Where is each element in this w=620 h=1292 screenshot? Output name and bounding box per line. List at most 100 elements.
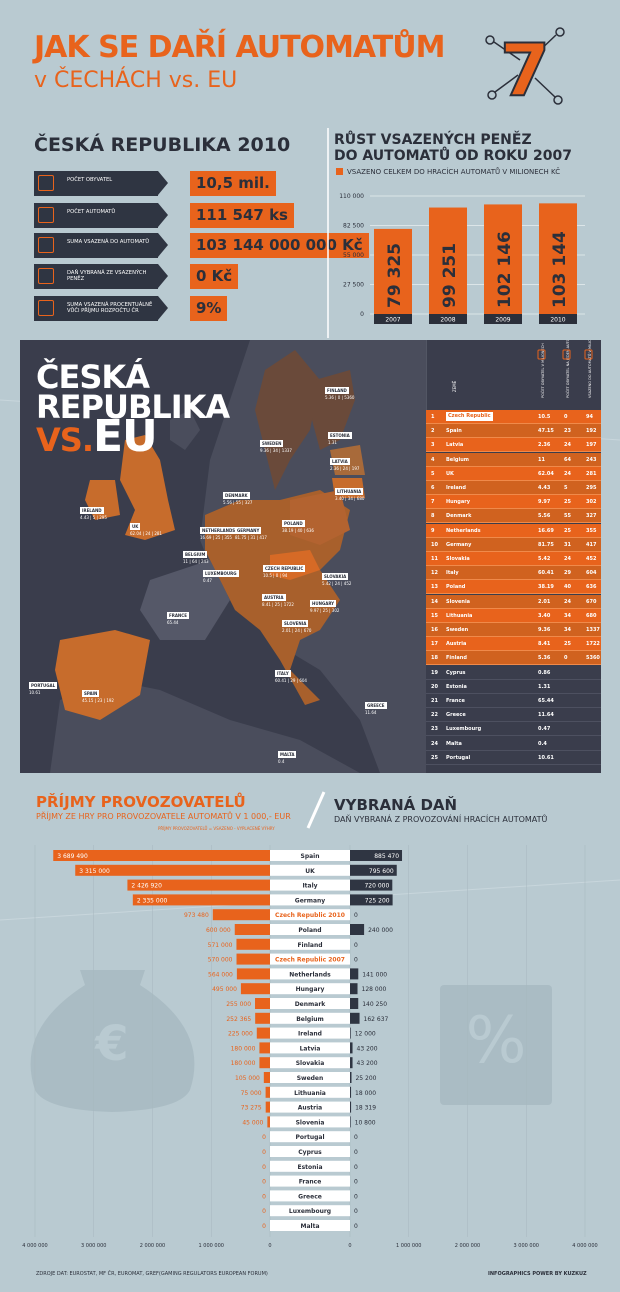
- map-country-label: LITHUANIA: [335, 488, 364, 495]
- map-country-label: HUNGARY: [310, 600, 337, 607]
- tax-value-label: 0: [354, 957, 358, 964]
- slash-divider: [306, 791, 326, 829]
- tax-bar: [350, 998, 359, 1009]
- svg-text:POČET OBYVATEL NA JEDEN AUTOMA: POČET OBYVATEL NA JEDEN AUTOMAT: [565, 340, 570, 398]
- table-header: ZEMĚ POČET OBYVATEL V MILIONECH POČET OB…: [426, 340, 601, 410]
- table-row: 20 Estonia 1.31: [426, 679, 601, 694]
- table-cell-n: 12: [431, 570, 438, 577]
- income-bar: [255, 1012, 270, 1024]
- country-label: Austria: [298, 1105, 322, 1112]
- tax-bar: [350, 864, 397, 876]
- table-cell-eur: 452: [586, 556, 597, 562]
- country-label: Greece: [298, 1193, 322, 1200]
- country-label: Luxembourg: [289, 1208, 331, 1215]
- table-cell-per: 23: [564, 428, 571, 435]
- income-value-label: 0: [262, 1223, 266, 1230]
- growth-title: RŮST VSAZENÝCH PENĚZ DO AUTOMATŮ OD ROKU…: [334, 132, 572, 164]
- table-cell-per: 5: [564, 485, 568, 491]
- table-cell-country: Denmark: [446, 513, 472, 520]
- table-cell-pop: 62.04: [538, 470, 554, 477]
- country-label-bg: [270, 1086, 350, 1098]
- slot-seven-logo: 7: [485, 27, 565, 110]
- table-cell-country: Czech Republic: [446, 412, 493, 421]
- map-country-values: 0.47: [203, 578, 212, 583]
- stat-label: POČET AUTOMATŮ: [34, 203, 158, 228]
- table-cell-pop: 8.41: [538, 641, 551, 648]
- growth-bar: [484, 204, 522, 314]
- map-country-values: 3.40 | 34 | 680: [335, 496, 365, 501]
- table-row: 4 Belgium 11 64 243: [426, 452, 601, 467]
- tax-bar: [350, 1116, 351, 1128]
- main-title: JAK SE DAŘÍ AUTOMATŮM: [34, 30, 445, 65]
- country-label: Czech Republic 2010: [275, 912, 345, 919]
- income-bar: [212, 909, 270, 921]
- table-cell-pop: 5.36: [538, 655, 551, 662]
- stat-arrow: [158, 296, 168, 320]
- country-label: Finland: [297, 942, 322, 949]
- table-cell-n: 9: [431, 527, 435, 534]
- tax-value-label: 0: [354, 1134, 358, 1141]
- map-country-values: 11.64: [365, 710, 377, 715]
- section-divider: [327, 128, 329, 338]
- table-row: 9 Netherlands 16.69 25 355: [426, 523, 601, 538]
- sources-footer: ZDROJE DAT: EUROSTAT, MF ČR, EUROMAT, GR…: [36, 1271, 268, 1277]
- income-value-label: 225 000: [228, 1031, 253, 1038]
- income-value-label: 564 000: [208, 971, 233, 978]
- tax-bar: [350, 879, 393, 891]
- svg-text:7: 7: [500, 28, 550, 110]
- map-country-values: 10.5 | 0 | 94: [263, 573, 288, 578]
- table-cell-country: Greece: [446, 712, 466, 719]
- growth-title-line2: DO AUTOMATŮ OD ROKU 2007: [334, 148, 572, 164]
- table-cell-country: Finland: [446, 655, 467, 662]
- table-cell-country: Netherlands: [446, 527, 481, 534]
- table-cell-country: Ireland: [446, 485, 466, 491]
- tax-bar: [350, 983, 358, 995]
- table-cell-eur: 94: [586, 414, 593, 420]
- income-bar: [267, 1116, 270, 1128]
- map-country-values: 1.31: [328, 440, 337, 445]
- main-subtitle: v ČECHÁCH vs. EU: [34, 68, 238, 93]
- table-cell-pop: 5.42: [538, 556, 551, 562]
- stat-row: POČET OBYVATEL 10,5 mil.: [34, 171, 334, 196]
- income-value-label: 0: [262, 1164, 266, 1171]
- country-label: Netherlands: [289, 971, 331, 978]
- map-country-label: AUSTRIA: [262, 594, 286, 601]
- table-cell-pop: 2.36: [538, 442, 551, 449]
- tax-title: VYBRANÁ DAŇ: [334, 796, 458, 814]
- country-label-bg: [270, 1146, 350, 1157]
- country-label-bg: [270, 864, 350, 876]
- table-cell-n: 5: [431, 470, 435, 477]
- year-label-bg: [429, 314, 467, 324]
- left-axis-tick: 3 000 000: [81, 1243, 106, 1249]
- czech-stats-title: ČESKÁ REPUBLIKA 2010: [34, 134, 291, 156]
- country-label-bg: [270, 953, 350, 965]
- table-row: 25 Portugal 10.61: [426, 750, 601, 765]
- table-row: 2 Spain 47.15 23 192: [426, 424, 601, 439]
- tax-bar: [350, 1101, 352, 1113]
- tax-value-label: 0: [354, 1208, 358, 1215]
- map-country-label: FRANCE: [167, 612, 189, 619]
- country-label: Ireland: [298, 1031, 322, 1038]
- table-cell-pop: 9.36: [538, 627, 551, 633]
- income-value-label: 3 689 490: [57, 853, 88, 860]
- map-country-values: 4.43 | 5 | 295: [80, 515, 107, 520]
- map-country-values: 60.41 | 29 | 604: [275, 678, 307, 683]
- map-country-values: 2.36 | 24 | 197: [330, 466, 360, 471]
- income-value-label: 600 000: [206, 927, 231, 934]
- table-row: 8 Denmark 5.56 55 327: [426, 509, 601, 524]
- svg-text:€: €: [94, 1016, 128, 1072]
- map-country-values: 38.19 | 40 | 636: [282, 528, 314, 533]
- tax-subtitle: DAŇ VYBRANÁ Z PROVOZOVÁNÍ HRACÍCH AUTOMA…: [334, 815, 548, 824]
- table-cell-n: 11: [431, 556, 438, 562]
- table-cell-n: 2: [431, 428, 435, 435]
- table-cell-n: 19: [431, 669, 438, 676]
- right-axis-tick: 2 000 000: [455, 1243, 480, 1249]
- table-row: 17 Austria 8.41 25 1722: [426, 637, 601, 652]
- country-label: Hungary: [296, 986, 325, 993]
- table-cell-eur: 636: [586, 584, 597, 591]
- map-country-label: LATVIA: [330, 458, 350, 465]
- x-tick-label: 2009: [495, 317, 510, 324]
- table-cell-eur: 670: [586, 598, 597, 605]
- tax-value-label: 0: [354, 1179, 358, 1186]
- table-row: 7 Hungary 9.97 25 302: [426, 495, 601, 510]
